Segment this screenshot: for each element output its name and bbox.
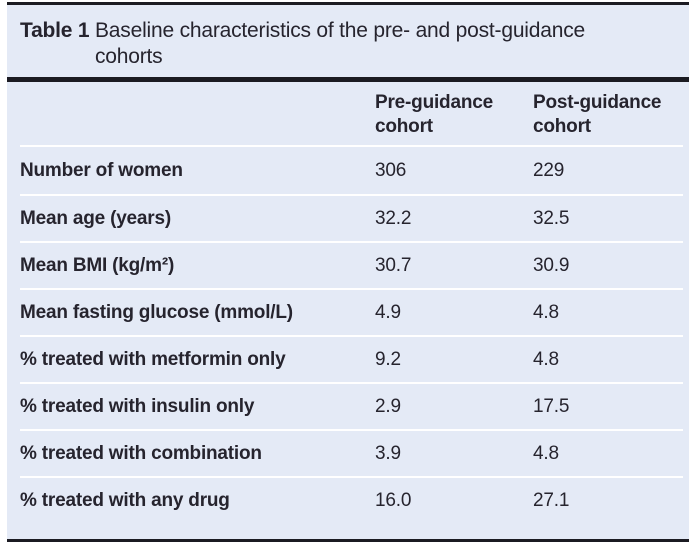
- row-label: Mean BMI (kg/m²): [20, 254, 175, 276]
- pre-guidance-value: 32.2: [375, 207, 412, 229]
- row-label: Mean fasting glucose (mmol/L): [20, 301, 293, 323]
- table-caption: Table 1 Baseline characteristics of the …: [7, 5, 689, 77]
- table-header-row: Pre-guidance cohort Post-guidance cohort: [20, 82, 683, 147]
- baseline-characteristics-table: Table 1 Baseline characteristics of the …: [7, 2, 689, 542]
- post-guidance-value: 30.9: [533, 254, 570, 276]
- column-header-empty: [20, 91, 375, 145]
- row-label: % treated with any drug: [20, 489, 230, 511]
- table-row: % treated with insulin only 2.9 17.5: [20, 382, 683, 429]
- post-guidance-value: 32.5: [533, 207, 570, 229]
- table-row: Mean age (years) 32.2 32.5: [20, 194, 683, 241]
- column-header-post-guidance: Post-guidance cohort: [533, 92, 662, 137]
- table-row: % treated with any drug 16.0 27.1: [20, 476, 683, 523]
- pre-guidance-value: 3.9: [375, 442, 401, 464]
- table-title-text: Baseline characteristics of the pre- and…: [95, 19, 585, 68]
- table-row: Mean BMI (kg/m²) 30.7 30.9: [20, 241, 683, 288]
- post-guidance-value: 4.8: [533, 348, 559, 370]
- table-row: Mean fasting glucose (mmol/L) 4.9 4.8: [20, 288, 683, 335]
- pre-guidance-value: 9.2: [375, 348, 401, 370]
- caption-divider-rule: [7, 77, 689, 82]
- post-guidance-value: 4.8: [533, 301, 559, 323]
- table-body: Number of women 306 229 Mean age (years)…: [7, 147, 689, 523]
- row-label: % treated with insulin only: [20, 395, 255, 417]
- post-guidance-value: 229: [533, 159, 565, 181]
- pre-guidance-value: 16.0: [375, 489, 412, 511]
- table-row: % treated with combination 3.9 4.8: [20, 429, 683, 476]
- pre-guidance-value: 30.7: [375, 254, 412, 276]
- row-label: % treated with metformin only: [20, 348, 286, 370]
- column-header-pre-guidance: Pre-guidance cohort: [375, 92, 493, 137]
- row-label: % treated with combination: [20, 442, 262, 464]
- pre-guidance-value: 4.9: [375, 301, 401, 323]
- table-row: % treated with metformin only 9.2 4.8: [20, 335, 683, 382]
- post-guidance-value: 17.5: [533, 395, 570, 417]
- post-guidance-value: 4.8: [533, 442, 559, 464]
- table-row: Number of women 306 229: [20, 147, 683, 194]
- row-label: Number of women: [20, 159, 183, 181]
- post-guidance-value: 27.1: [533, 489, 570, 511]
- pre-guidance-value: 306: [375, 159, 407, 181]
- table-number-label: Table 1: [20, 19, 90, 42]
- pre-guidance-value: 2.9: [375, 395, 401, 417]
- row-label: Mean age (years): [20, 207, 171, 229]
